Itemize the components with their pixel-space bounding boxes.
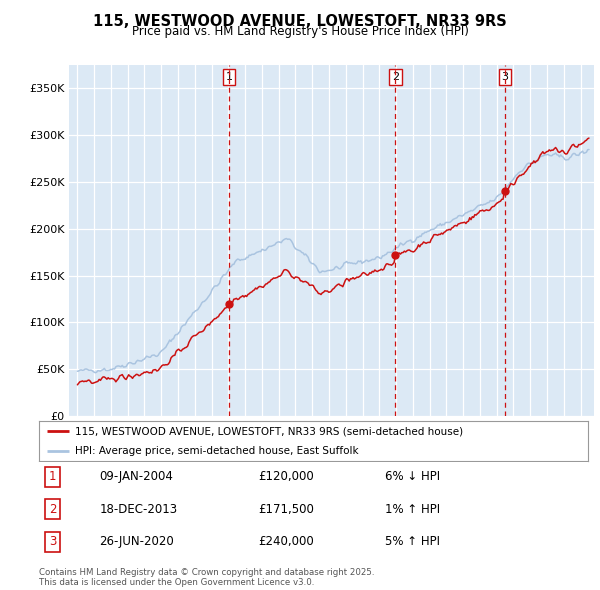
Text: 1: 1 xyxy=(49,470,56,483)
Text: 115, WESTWOOD AVENUE, LOWESTOFT, NR33 9RS (semi-detached house): 115, WESTWOOD AVENUE, LOWESTOFT, NR33 9R… xyxy=(74,427,463,436)
Text: 09-JAN-2004: 09-JAN-2004 xyxy=(100,470,173,483)
Text: 6% ↓ HPI: 6% ↓ HPI xyxy=(385,470,440,483)
Text: 2: 2 xyxy=(49,503,56,516)
Text: 1% ↑ HPI: 1% ↑ HPI xyxy=(385,503,440,516)
Text: 5% ↑ HPI: 5% ↑ HPI xyxy=(385,535,440,548)
Text: 3: 3 xyxy=(502,72,508,82)
Text: 26-JUN-2020: 26-JUN-2020 xyxy=(100,535,174,548)
Text: 1: 1 xyxy=(226,72,233,82)
Text: £171,500: £171,500 xyxy=(259,503,314,516)
Text: 3: 3 xyxy=(49,535,56,548)
Text: £240,000: £240,000 xyxy=(259,535,314,548)
Text: 2: 2 xyxy=(392,72,399,82)
Text: Contains HM Land Registry data © Crown copyright and database right 2025.
This d: Contains HM Land Registry data © Crown c… xyxy=(39,568,374,587)
Text: 115, WESTWOOD AVENUE, LOWESTOFT, NR33 9RS: 115, WESTWOOD AVENUE, LOWESTOFT, NR33 9R… xyxy=(93,14,507,28)
Text: £120,000: £120,000 xyxy=(259,470,314,483)
Text: 18-DEC-2013: 18-DEC-2013 xyxy=(100,503,178,516)
Text: HPI: Average price, semi-detached house, East Suffolk: HPI: Average price, semi-detached house,… xyxy=(74,447,358,456)
Text: Price paid vs. HM Land Registry's House Price Index (HPI): Price paid vs. HM Land Registry's House … xyxy=(131,25,469,38)
